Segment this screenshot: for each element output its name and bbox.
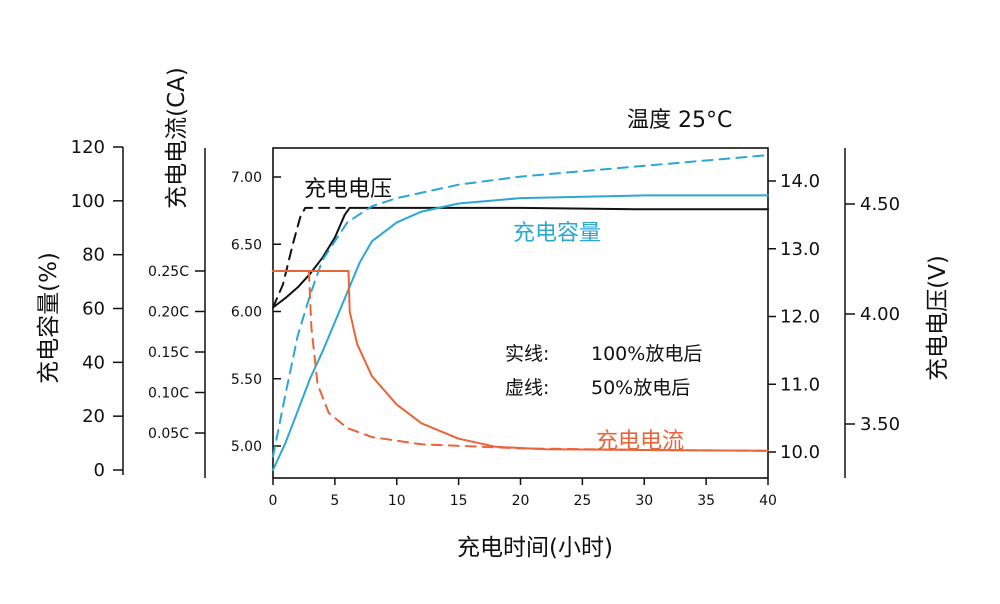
- voltage-inner-tick-label: 6.50: [231, 237, 262, 253]
- series-line-4-solid: [272, 270, 769, 452]
- series-line-1-dashed: [272, 206, 346, 309]
- series-line-0-solid: [272, 206, 769, 309]
- capacity-tick-label: 0: [94, 460, 105, 481]
- axes-group: 0 5 10 15 20 25 30 35 40 0 20 40 60 80 100 120 0.05C 0.10…: [71, 137, 900, 509]
- temperature-label: 温度 25°C: [627, 108, 732, 133]
- current-axis-title: 充电电流(CA): [164, 67, 190, 209]
- capacity-tick-label: 60: [82, 299, 105, 320]
- x-tick-label: 10: [388, 493, 406, 509]
- x-tick-label: 15: [450, 493, 468, 509]
- x-tick-label: 35: [697, 493, 715, 509]
- legend-dashed-text: 50%放电后: [591, 377, 690, 399]
- series-line-2-solid: [272, 194, 769, 471]
- voltage-outer-tick-label: 3.50: [860, 414, 900, 435]
- series-group: [272, 154, 769, 471]
- legend-solid-text: 100%放电后: [591, 343, 702, 365]
- labels-group: 温度 25°C 充电时间(小时) 充电容量(%) 充电电流(CA) 充电电压(V…: [36, 67, 951, 561]
- series-label-voltage: 充电电压: [304, 177, 392, 202]
- current-tick-label: 0.15C: [148, 345, 189, 361]
- x-tick-label: 30: [635, 493, 653, 509]
- x-tick-label: 20: [512, 493, 530, 509]
- current-tick-label: 0.10C: [148, 386, 189, 402]
- voltage-14-tick-label: 12.0: [780, 307, 820, 328]
- capacity-tick-label: 20: [82, 406, 105, 427]
- voltage-inner-tick-label: 5.00: [231, 439, 262, 455]
- voltage-inner-tick-label: 6.00: [231, 305, 262, 321]
- x-tick-label: 0: [269, 493, 278, 509]
- voltage-14-tick-label: 14.0: [780, 171, 820, 192]
- current-tick-label: 0.25C: [148, 264, 189, 280]
- voltage-14-tick-label: 11.0: [780, 374, 820, 395]
- capacity-tick-label: 120: [71, 137, 105, 158]
- capacity-tick-label: 40: [82, 352, 105, 373]
- voltage-axis-title: 充电电压(V): [925, 255, 951, 381]
- series-line-3-dashed: [272, 154, 769, 458]
- capacity-tick-label: 100: [71, 191, 105, 212]
- capacity-tick-label: 80: [82, 245, 105, 266]
- legend-dashed-prefix: 虚线:: [505, 377, 549, 399]
- series-label-capacity: 充电容量: [513, 221, 601, 246]
- current-tick-label: 0.20C: [148, 305, 189, 321]
- x-tick-label: 40: [759, 493, 777, 509]
- legend-solid-prefix: 实线:: [505, 343, 549, 365]
- x-tick-label: 5: [330, 493, 339, 509]
- voltage-14-tick-label: 10.0: [780, 442, 820, 463]
- series-line-5-dashed: [307, 270, 769, 452]
- voltage-inner-tick-label: 7.00: [231, 170, 262, 186]
- voltage-14-tick-label: 13.0: [780, 239, 820, 260]
- current-tick-label: 0.05C: [148, 426, 189, 442]
- x-tick-label: 25: [573, 493, 591, 509]
- x-axis-title: 充电时间(小时): [457, 535, 613, 561]
- voltage-inner-tick-label: 5.50: [231, 372, 262, 388]
- series-label-current: 充电电流: [596, 429, 684, 454]
- voltage-outer-tick-label: 4.50: [860, 194, 900, 215]
- capacity-axis-title: 充电容量(%): [36, 252, 62, 384]
- voltage-outer-tick-label: 4.00: [860, 304, 900, 325]
